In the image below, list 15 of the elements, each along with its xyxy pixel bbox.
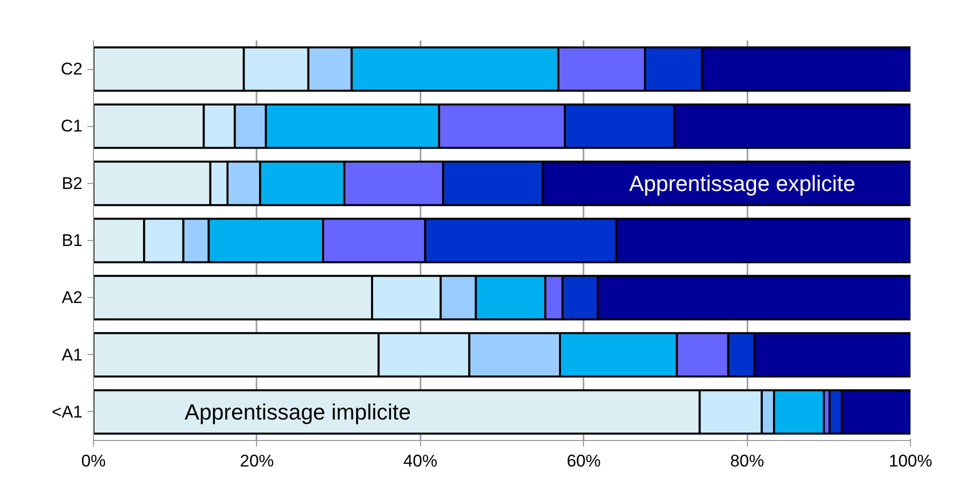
y-tick-label: B1 xyxy=(62,231,83,250)
y-tick-label: C2 xyxy=(60,60,83,79)
x-tick-label: 40% xyxy=(403,452,438,470)
y-tick-label: A2 xyxy=(62,288,83,308)
y-tick-label: B2 xyxy=(62,174,83,193)
x-tick-label: 80% xyxy=(730,452,764,470)
x-tick-label: 20% xyxy=(240,452,274,470)
x-tick-label: 0% xyxy=(81,452,106,470)
y-tick-label: C1 xyxy=(60,116,83,136)
annotation: Apprentissage implicite xyxy=(184,399,411,424)
y-tick-label: <A1 xyxy=(52,402,83,422)
y-tick-label: A1 xyxy=(62,345,83,364)
x-tick-label: 60% xyxy=(566,452,601,470)
x-tick-label: 100% xyxy=(888,452,932,470)
annotation: Apprentissage explicite xyxy=(629,170,856,196)
